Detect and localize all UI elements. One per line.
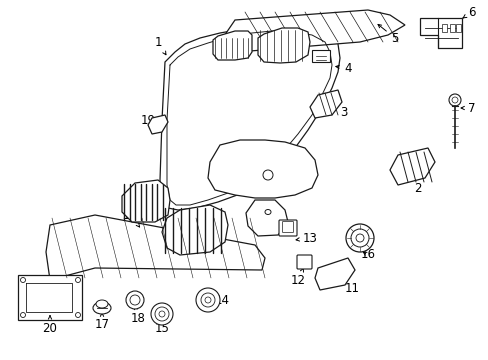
Circle shape [346,224,373,252]
Text: 18: 18 [130,306,145,324]
FancyBboxPatch shape [282,221,293,233]
Polygon shape [220,10,404,52]
Polygon shape [148,115,168,134]
FancyBboxPatch shape [296,255,311,269]
Circle shape [75,278,81,283]
Circle shape [126,291,143,309]
Circle shape [159,311,164,317]
Polygon shape [207,140,317,198]
Ellipse shape [96,300,108,308]
Polygon shape [309,90,341,118]
Circle shape [263,170,272,180]
Text: 7: 7 [460,102,475,114]
Text: 2: 2 [407,178,421,194]
Circle shape [196,288,220,312]
FancyBboxPatch shape [279,220,296,236]
Text: 13: 13 [295,231,317,244]
Text: 16: 16 [360,248,375,261]
Text: 6: 6 [462,5,475,18]
Polygon shape [258,28,309,63]
Polygon shape [245,200,287,236]
Polygon shape [314,258,354,290]
Polygon shape [162,205,227,255]
Text: 4: 4 [335,62,351,75]
Text: 10: 10 [122,208,140,227]
Circle shape [155,307,169,321]
FancyBboxPatch shape [441,24,446,32]
Ellipse shape [264,210,270,215]
Circle shape [204,297,210,303]
Polygon shape [122,180,170,222]
Circle shape [451,97,457,103]
Polygon shape [213,31,251,60]
FancyBboxPatch shape [449,24,454,32]
Text: 14: 14 [211,293,229,306]
Circle shape [355,234,363,242]
Circle shape [201,293,215,307]
Polygon shape [160,26,339,210]
Text: 5: 5 [377,24,398,45]
Text: 3: 3 [335,103,347,118]
Text: 20: 20 [42,316,57,334]
Text: 17: 17 [94,313,109,332]
Circle shape [448,94,460,106]
Text: 11: 11 [338,279,359,294]
Text: 8: 8 [138,189,145,202]
Text: 15: 15 [154,317,169,334]
Polygon shape [389,148,434,185]
Circle shape [20,312,25,318]
Polygon shape [46,215,264,280]
FancyBboxPatch shape [311,50,329,62]
Circle shape [75,312,81,318]
Circle shape [350,229,368,247]
Ellipse shape [93,302,111,314]
Polygon shape [18,275,82,320]
Circle shape [20,278,25,283]
Text: 9: 9 [195,216,211,229]
Polygon shape [419,18,461,48]
Text: 19: 19 [140,113,155,126]
Text: 12: 12 [290,268,305,287]
Text: 1: 1 [154,36,165,55]
Circle shape [151,303,173,325]
Circle shape [130,295,140,305]
FancyBboxPatch shape [455,24,460,32]
